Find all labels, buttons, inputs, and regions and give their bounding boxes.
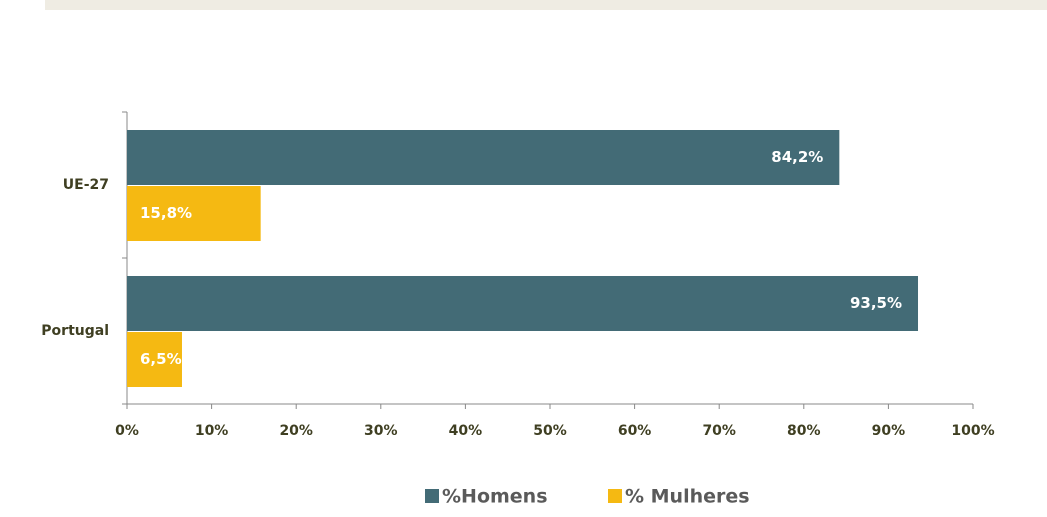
- x-tick-label: 90%: [872, 423, 906, 439]
- value-label: 15,8%: [140, 204, 192, 222]
- legend-label: %Homens: [442, 486, 548, 508]
- y-tick-label: UE-27: [63, 177, 109, 193]
- x-tick-label: 10%: [195, 423, 229, 439]
- x-tick-label: 20%: [279, 423, 313, 439]
- value-label: 93,5%: [850, 294, 902, 312]
- value-label: 84,2%: [771, 148, 823, 166]
- top-tab: [0, 0, 45, 10]
- top-band: [0, 0, 1047, 10]
- x-tick-label: 50%: [533, 423, 567, 439]
- x-tick-label: 30%: [364, 423, 398, 439]
- bar: [127, 130, 840, 185]
- legend-swatch: [608, 489, 622, 503]
- bar: [127, 276, 919, 331]
- bar: [127, 332, 182, 387]
- x-tick-label: 100%: [951, 423, 994, 439]
- x-tick-label: 70%: [702, 423, 736, 439]
- x-tick-label: 40%: [449, 423, 483, 439]
- bar: [127, 186, 261, 241]
- x-tick-label: 80%: [787, 423, 821, 439]
- x-tick-label: 0%: [115, 423, 139, 439]
- legend-swatch: [425, 489, 439, 503]
- legend-label: % Mulheres: [625, 486, 750, 508]
- x-tick-label: 60%: [618, 423, 652, 439]
- value-label: 6,5%: [140, 350, 182, 368]
- y-tick-label: Portugal: [41, 323, 109, 339]
